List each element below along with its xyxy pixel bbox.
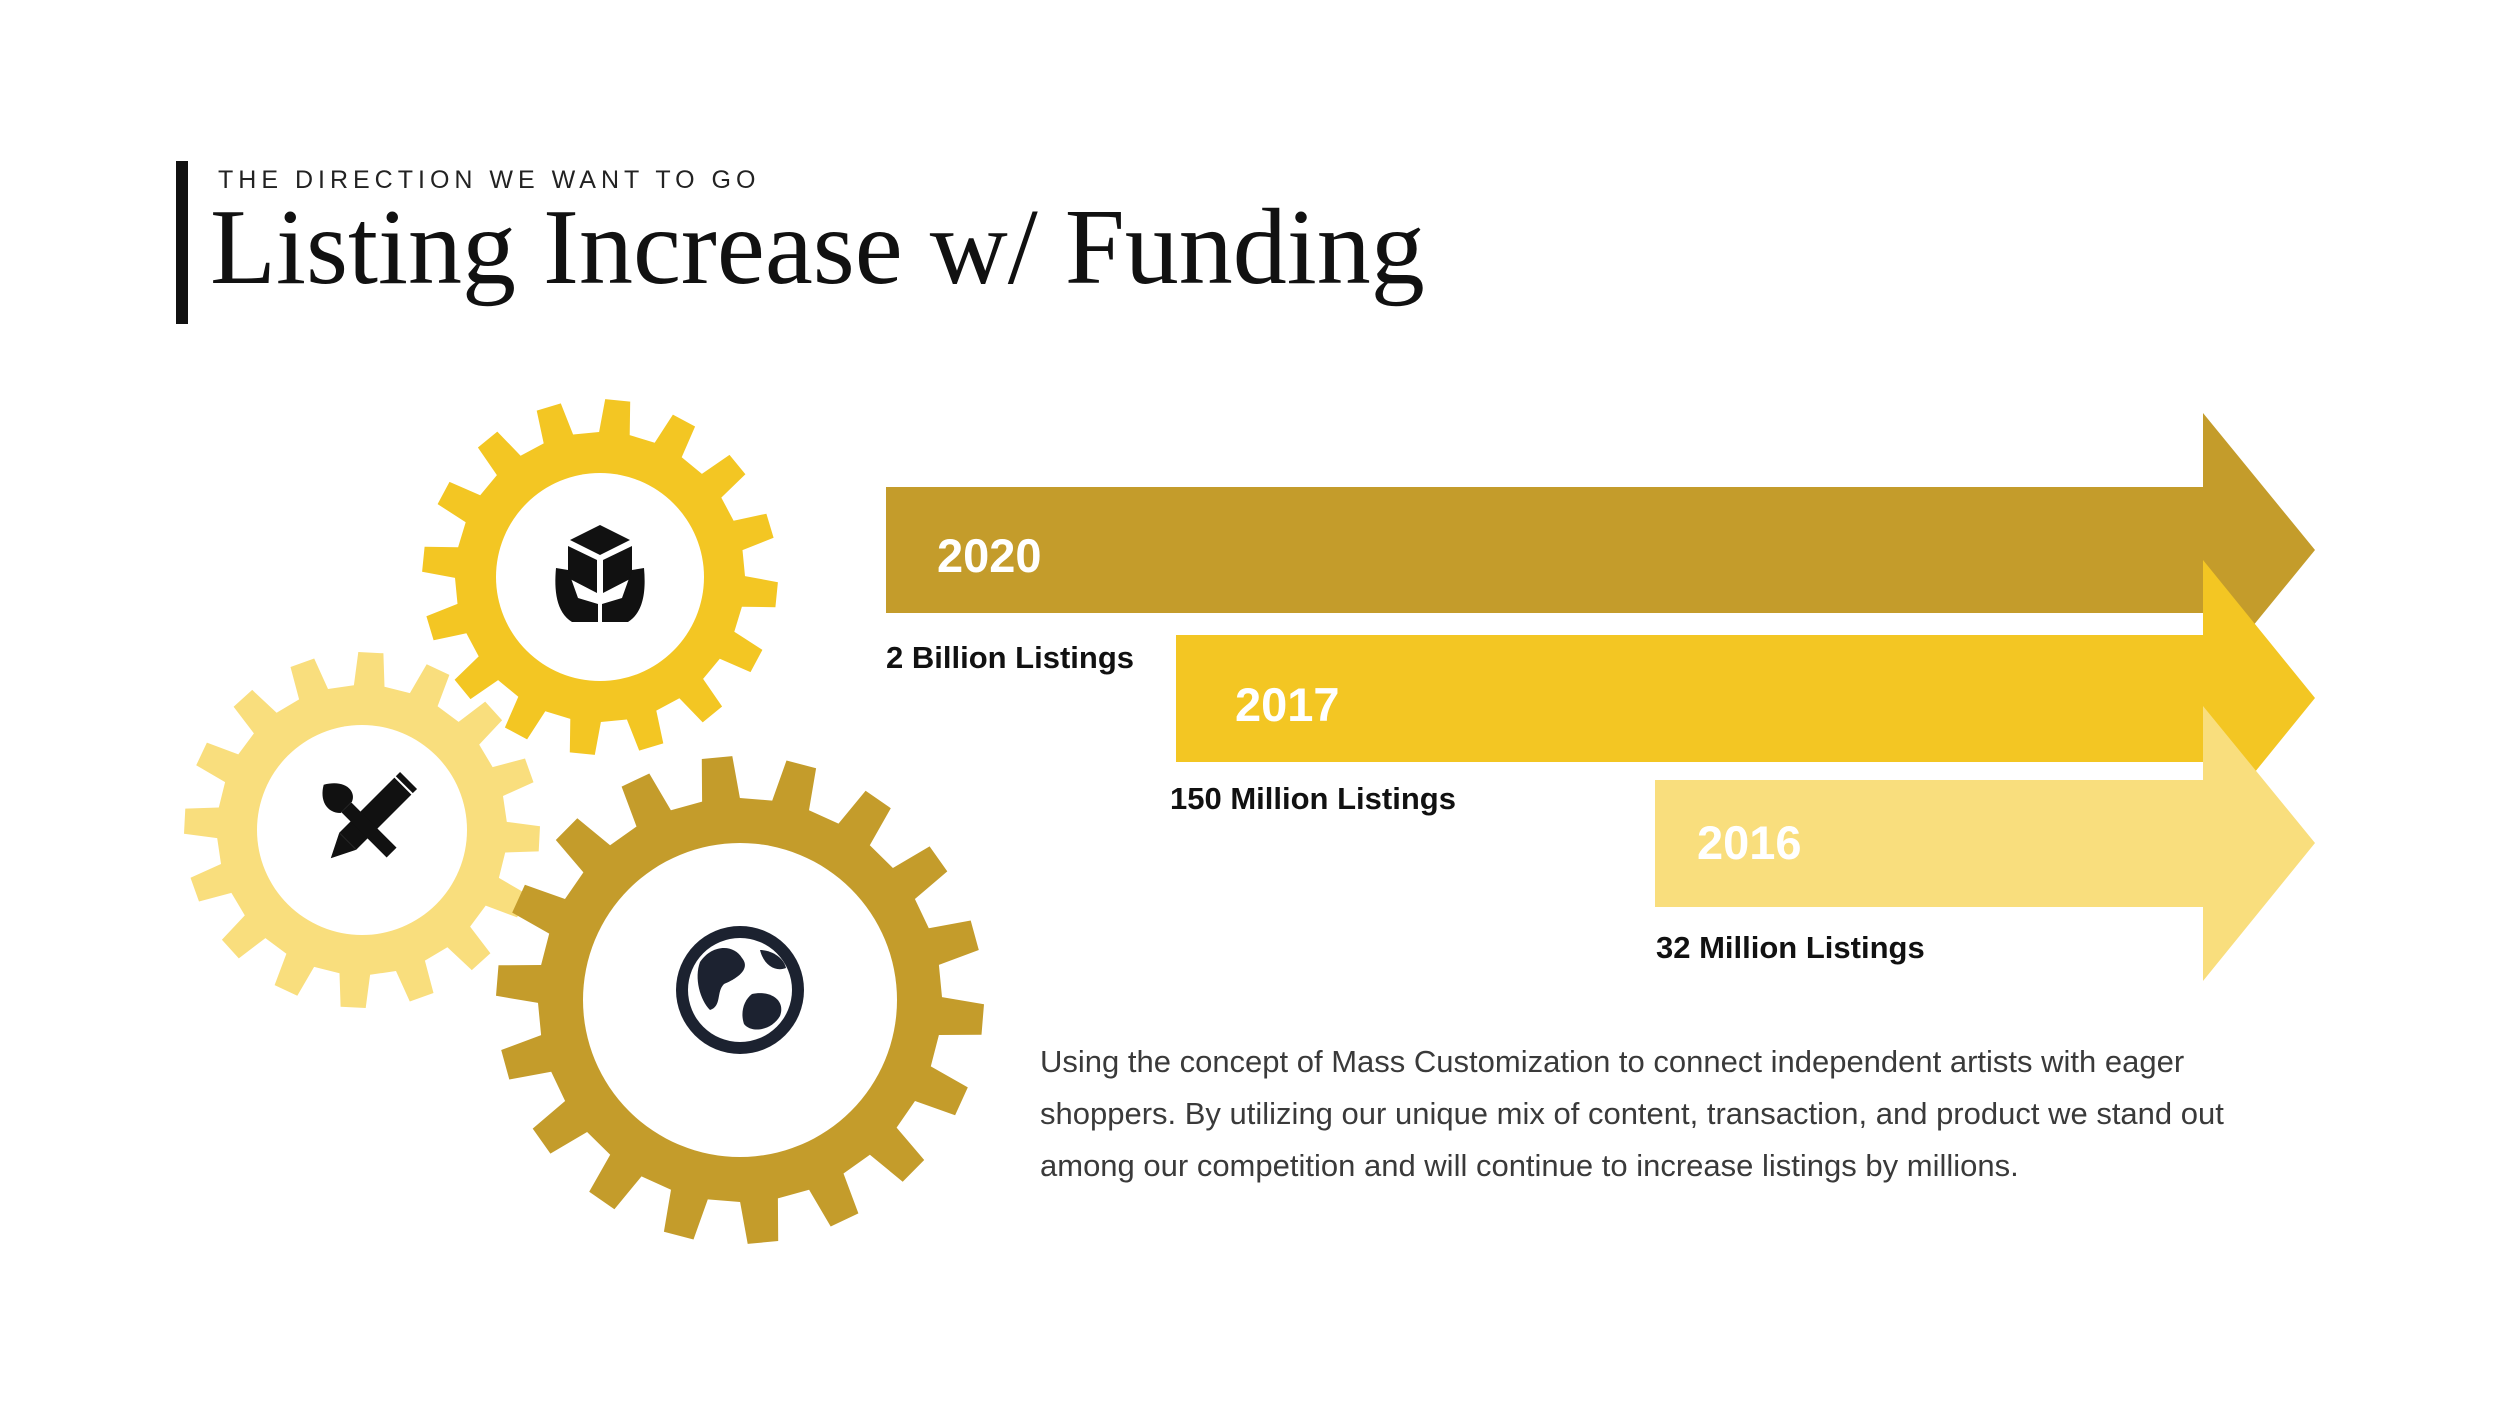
year-label-2016: 2016 <box>1697 816 1802 869</box>
year-label-2020: 2020 <box>937 529 1042 582</box>
package-in-hands-icon <box>555 525 645 622</box>
arrow-2020 <box>886 413 2315 687</box>
pencil-brush-tools-icon <box>322 771 418 859</box>
year-label-2017: 2017 <box>1235 678 1340 731</box>
gear-left <box>184 652 540 1008</box>
gear-top-hub <box>496 473 704 681</box>
page-title: Listing Increase w/ Funding <box>210 188 1425 307</box>
section-eyebrow: THE DIRECTION WE WANT TO GO <box>218 166 761 194</box>
listing-label-2017: 150 Million Listings <box>1170 781 1456 816</box>
arrow-2016 <box>1655 706 2315 981</box>
title-accent-bar <box>176 161 188 324</box>
listing-label-2016: 32 Million Listings <box>1656 930 1925 965</box>
globe-icon <box>676 926 804 1054</box>
arrow-2017 <box>1176 560 2315 836</box>
gear-top <box>422 399 778 755</box>
description-paragraph: Using the concept of Mass Customization … <box>1040 1044 2224 1183</box>
gear-bottom <box>496 756 984 1244</box>
listing-label-2020: 2 Billion Listings <box>886 640 1135 675</box>
